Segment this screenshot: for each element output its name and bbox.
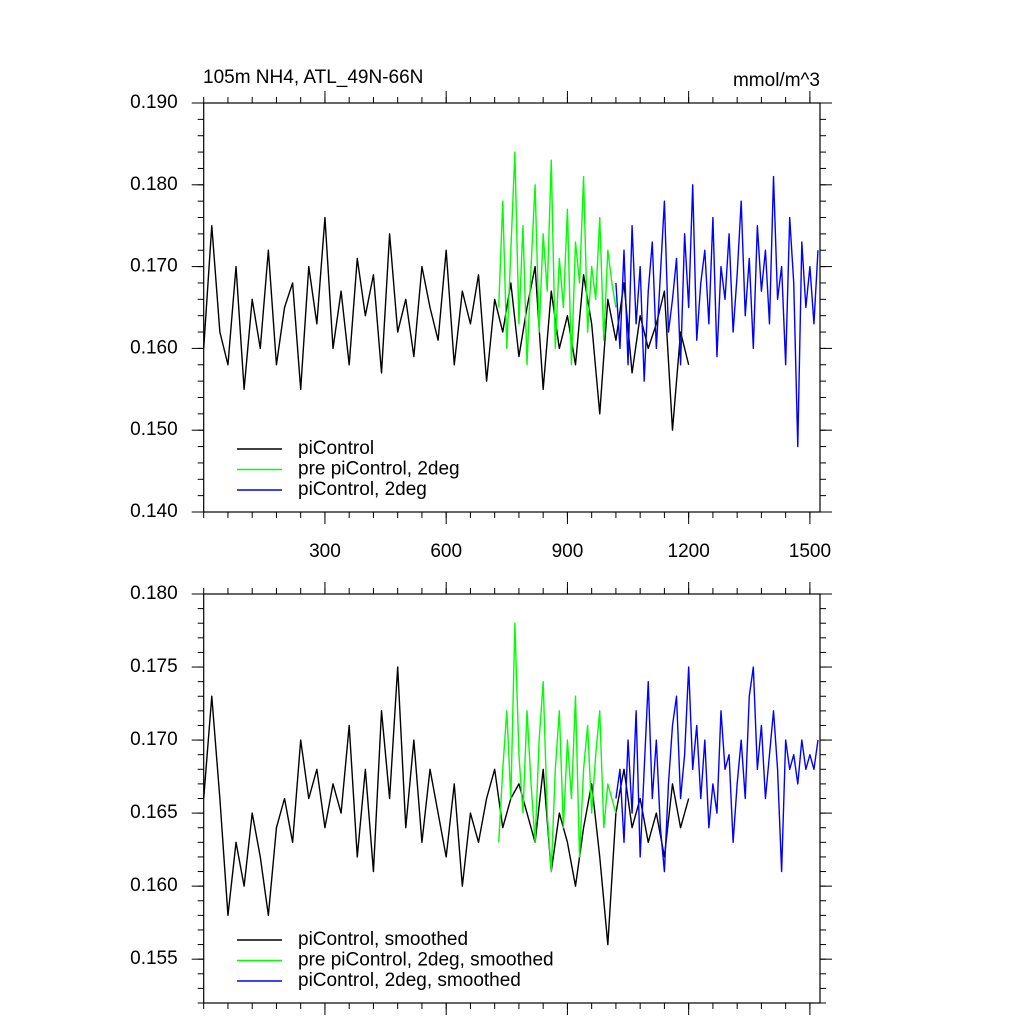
y-tick-label: 0.155 <box>130 948 178 969</box>
y-tick-label: 0.160 <box>130 337 178 358</box>
y-tick-label: 0.170 <box>130 729 178 750</box>
series-line <box>615 666 819 873</box>
x-tick-label: 900 <box>552 541 584 562</box>
series-line <box>615 175 819 448</box>
series-line <box>498 151 617 366</box>
units-label: mmol/m^3 <box>733 70 820 91</box>
legend-label: pre piControl, 2deg <box>298 459 460 480</box>
plot-frame <box>203 102 821 513</box>
y-tick-label: 0.140 <box>130 501 178 522</box>
x-tick-label: 300 <box>309 541 341 562</box>
legend-label: piControl, smoothed <box>298 929 468 950</box>
y-tick-label: 0.175 <box>130 656 178 677</box>
x-tick-label: 1200 <box>668 541 710 562</box>
y-tick-label: 0.190 <box>130 92 178 113</box>
y-tick-label: 0.170 <box>130 256 178 277</box>
series-line <box>203 666 690 946</box>
legend-label: pre piControl, 2deg, smoothed <box>298 950 554 971</box>
y-tick-label: 0.180 <box>130 583 178 604</box>
legend-label: piControl, 2deg, smoothed <box>298 970 521 991</box>
x-tick-label: 1500 <box>789 541 831 562</box>
y-tick-label: 0.180 <box>130 174 178 195</box>
legend-label: piControl, 2deg <box>298 479 427 500</box>
y-tick-label: 0.160 <box>130 875 178 896</box>
series-line <box>203 216 690 431</box>
y-tick-label: 0.165 <box>130 802 178 823</box>
y-tick-label: 0.150 <box>130 419 178 440</box>
x-tick-label: 600 <box>430 541 462 562</box>
series-line <box>498 622 617 873</box>
legend-label: piControl <box>298 438 374 459</box>
chart-title: 105m NH4, ATL_49N-66N <box>203 67 423 88</box>
